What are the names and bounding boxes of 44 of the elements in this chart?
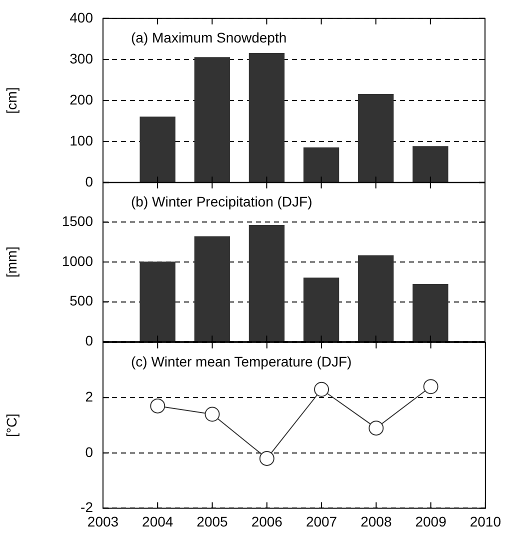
y-axis-title: [°C]	[3, 414, 20, 438]
point	[204, 406, 220, 422]
bar	[248, 52, 285, 182]
x-tick-label: 2007	[306, 513, 338, 530]
y-tick-label: 100	[70, 132, 94, 148]
point	[368, 420, 384, 436]
y-tick-label: 0	[85, 444, 94, 460]
bar	[358, 255, 394, 342]
x-tick-label: 2010	[470, 513, 502, 530]
x-tick-label: 2005	[196, 513, 228, 530]
text: (a) Maximum Snowdepth	[131, 29, 287, 46]
point	[314, 382, 330, 397]
bar	[194, 236, 230, 342]
y-tick-label: 0	[85, 173, 94, 190]
bar	[248, 225, 285, 342]
x-tick-label: 2008	[360, 513, 392, 530]
text: (c) Winter mean Temperature (DJF)	[131, 353, 352, 370]
y-tick-label: 1500	[62, 213, 94, 230]
y-tick-label: 0	[85, 332, 94, 348]
bar	[140, 262, 176, 342]
bar	[303, 147, 340, 182]
x-tick-label: 2009	[415, 513, 447, 530]
y-tick-label: -2	[80, 499, 94, 516]
bar	[303, 278, 340, 342]
y-tick-label: 200	[70, 91, 94, 108]
x-tick-label: 2004	[142, 513, 174, 530]
point	[423, 379, 438, 394]
y-axis-title: [mm]	[3, 246, 20, 278]
bar	[194, 57, 230, 182]
point	[150, 398, 166, 414]
x-tick-label: 2003	[87, 513, 119, 530]
x-tick-label: 2006	[251, 513, 283, 530]
y-axis-title: [cm]	[3, 87, 20, 114]
y-tick-label: 400	[70, 9, 94, 26]
bar	[358, 94, 394, 182]
y-tick-label: 1000	[62, 252, 94, 269]
bar	[140, 116, 176, 182]
y-tick-label: 300	[70, 50, 94, 66]
bar	[412, 146, 448, 182]
point	[259, 450, 274, 466]
y-tick-label: 2	[85, 388, 94, 405]
bar	[412, 284, 448, 342]
y-tick-label: 500	[70, 292, 94, 309]
text: (b) Winter Precipitation (DJF)	[131, 193, 312, 210]
